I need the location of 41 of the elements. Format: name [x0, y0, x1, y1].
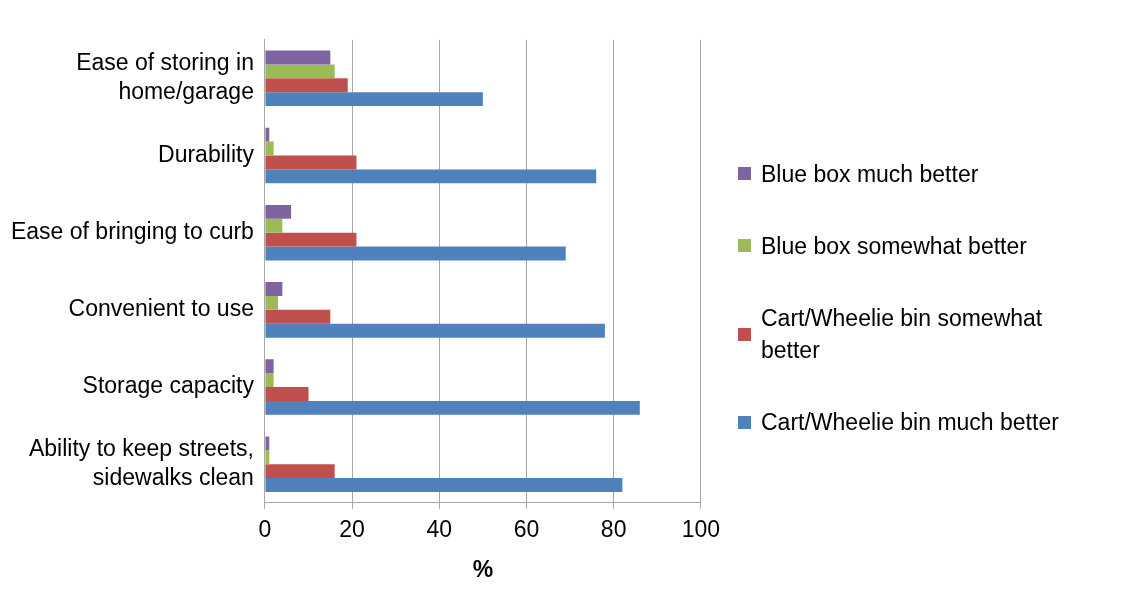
bar [265, 295, 278, 310]
bar [265, 309, 331, 324]
x-tick-label: 80 [600, 515, 627, 542]
bar [265, 232, 357, 247]
bar [265, 282, 283, 296]
bar [265, 436, 270, 451]
x-tick-label: 60 [513, 515, 540, 542]
bar [265, 478, 623, 492]
legend-label: Blue box much better [761, 159, 980, 189]
bar [265, 400, 640, 415]
y-tick-label: Ease of storing in home/garage [76, 49, 254, 105]
y-tick-label: Convenient to use [68, 295, 254, 322]
bar [265, 169, 597, 184]
bar [265, 204, 292, 219]
bar [265, 141, 274, 156]
bar [265, 78, 348, 93]
x-axis-title: % [472, 555, 494, 582]
bar [265, 323, 605, 338]
y-tick-label: Ease of bringing to curb [10, 218, 254, 245]
legend-label: Cart/Wheelie bin much better [761, 408, 1060, 438]
legend-label: Blue box somewhat better [761, 231, 1028, 261]
x-tick-label: 100 [681, 515, 720, 542]
x-tick-label: 40 [426, 515, 453, 542]
bar [265, 127, 270, 142]
y-tick-label: Durability [158, 140, 255, 167]
legend-label: Cart/Wheelie bin somewhat better [761, 303, 1044, 366]
bar [265, 450, 270, 465]
bar [265, 359, 274, 374]
x-tick-label: 0 [258, 515, 272, 542]
bar [265, 464, 335, 479]
bar [265, 64, 335, 79]
bar [265, 50, 331, 65]
bar [265, 373, 274, 388]
y-tick-label: Ability to keep streets, sidewalks clean [28, 435, 254, 490]
bar [265, 246, 566, 261]
bar [265, 218, 283, 233]
x-tick-label: 20 [339, 515, 365, 542]
bar [265, 387, 309, 401]
y-tick-label: Storage capacity [82, 372, 255, 399]
bar [265, 92, 483, 107]
bar [265, 155, 357, 170]
